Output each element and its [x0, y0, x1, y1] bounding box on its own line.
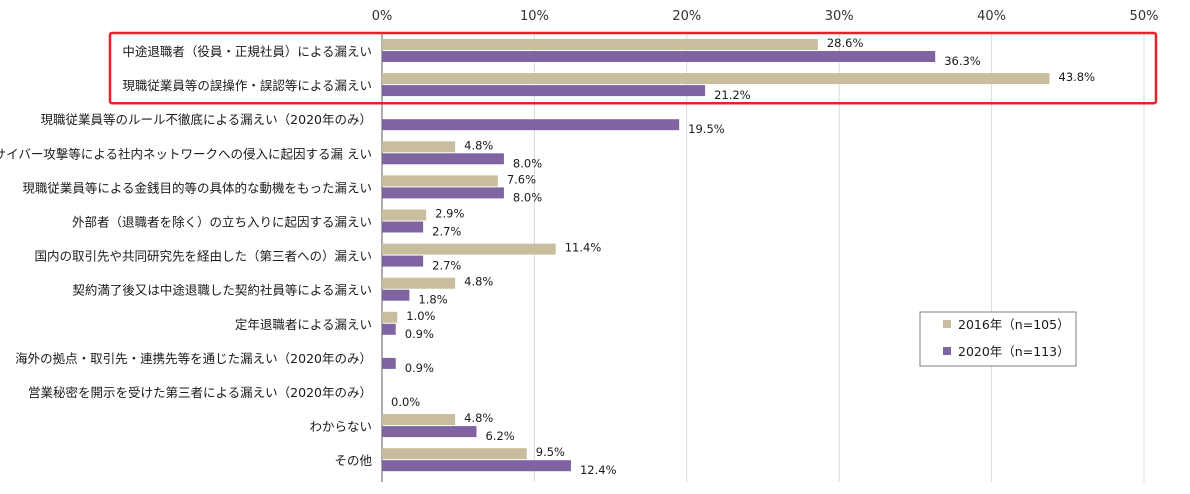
bar-series-2016	[382, 73, 1050, 85]
category-label: 現職従業員等の誤操作・誤認等による漏えい	[122, 78, 372, 93]
category-label: 定年退職者による漏えい	[235, 317, 372, 332]
category-label: 国内の取引先や共同研究先を経由した（第三者への）漏えい	[34, 249, 372, 264]
bar-series-2016	[382, 141, 456, 153]
data-label: 12.4%	[580, 463, 617, 477]
data-label: 2.7%	[432, 225, 461, 239]
bar-series-2020	[382, 323, 396, 335]
data-label: 36.3%	[944, 54, 981, 68]
data-label: 1.8%	[418, 293, 447, 307]
bar-series-2016	[382, 39, 818, 50]
bar-series-2016	[382, 243, 556, 255]
bar-series-2020	[382, 153, 504, 165]
bar-series-2020	[382, 460, 571, 472]
category-label: 契約満了後又は中途退職した契約社員等による漏えい	[72, 283, 372, 298]
category-label: 現職従業員等のルール不徹底による漏えい（2020年のみ）	[41, 112, 372, 127]
category-label: その他	[334, 453, 372, 468]
data-label: 2.9%	[435, 207, 464, 221]
data-label: 0.9%	[405, 361, 434, 375]
category-label: 海外の拠点・取引先・連携先等を通じた漏えい（2020年のみ）	[15, 351, 372, 366]
data-label: 8.0%	[513, 156, 542, 170]
bar-series-2020	[382, 426, 477, 438]
bar-series-2020	[382, 85, 706, 97]
bar-series-2020	[382, 357, 396, 369]
category-label: 現職従業員等による金銭目的等の具体的な動機をもった漏えい	[22, 180, 372, 195]
legend-swatch	[943, 320, 951, 328]
legend-swatch	[943, 347, 951, 355]
category-label: 外部者（退職者を除く）の立ち入りに起因する漏えい	[72, 215, 372, 230]
category-label: サイバー攻撃等による社内ネットワークへの侵入に起因する漏 えい	[0, 146, 372, 161]
legend-label: 2020年（n=113）	[958, 344, 1070, 359]
bar-series-2020	[382, 289, 410, 301]
bar-series-2020	[382, 51, 936, 62]
legend-label: 2016年（n=105）	[958, 317, 1070, 332]
data-label: 2.7%	[432, 259, 461, 273]
data-label: 11.4%	[565, 241, 602, 255]
data-label: 8.0%	[513, 190, 542, 204]
category-label: 営業秘密を開示を受けた第三者による漏えい（2020年のみ）	[28, 385, 372, 400]
x-tick-label: 0%	[372, 9, 393, 24]
data-label: 21.2%	[714, 88, 751, 102]
highlight-box	[108, 31, 1158, 105]
data-label: 7.6%	[507, 172, 536, 186]
data-label: 6.2%	[485, 429, 514, 443]
data-label: 9.5%	[536, 445, 565, 459]
data-label: 28.6%	[827, 36, 864, 50]
bar-series-2016	[382, 448, 527, 460]
x-tick-label: 50%	[1130, 9, 1159, 24]
bar-series-2016	[382, 414, 456, 426]
data-label: 19.5%	[688, 122, 725, 136]
bar-series-2016	[382, 175, 498, 187]
data-label: 0.9%	[405, 327, 434, 341]
bar-series-2016	[382, 277, 456, 289]
x-tick-label: 30%	[825, 9, 854, 24]
bar-series-2016	[382, 209, 427, 221]
x-tick-label: 10%	[520, 9, 549, 24]
category-label: わからない	[309, 419, 372, 434]
x-tick-label: 40%	[977, 9, 1006, 24]
bar-series-2020	[382, 255, 424, 267]
category-label: 中途退職者（役員・正規社員）による漏えい	[122, 44, 372, 59]
bar-series-2016	[382, 311, 398, 323]
data-label: 4.8%	[464, 411, 493, 425]
data-label: 0.0%	[391, 395, 420, 409]
bar-series-2020	[382, 119, 680, 131]
x-tick-label: 20%	[672, 9, 701, 24]
data-label: 4.8%	[464, 138, 493, 152]
data-label: 1.0%	[406, 309, 435, 323]
data-label: 43.8%	[1059, 70, 1096, 84]
bar-series-2020	[382, 221, 424, 233]
data-label: 4.8%	[464, 275, 493, 289]
bar-series-2020	[382, 187, 504, 199]
